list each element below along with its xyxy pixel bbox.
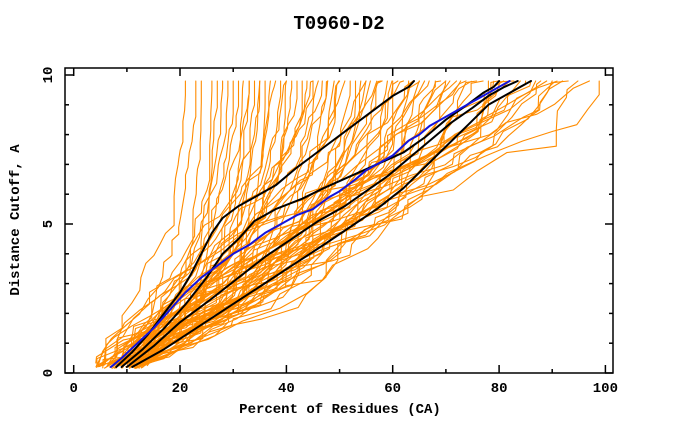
ensemble-curve [136, 80, 600, 369]
x-tick-label: 40 [278, 381, 295, 397]
ensemble-curve [135, 80, 234, 366]
y-axis-title: Distance Cutoff, A [8, 144, 24, 296]
highlight-model-black-4-curve [131, 80, 532, 368]
ensemble-curve [137, 80, 590, 364]
ensemble-curve [122, 80, 329, 369]
chart-title: T0960-D2 [293, 13, 385, 35]
ensemble-curve [132, 80, 542, 368]
x-tick-label: 60 [384, 381, 401, 397]
ensemble-curve [97, 80, 197, 367]
ensemble-curve [122, 80, 213, 368]
y-tick-label: 0 [41, 369, 57, 377]
ensemble-curve [138, 80, 558, 369]
x-tick-label: 20 [172, 381, 189, 397]
x-tick-label: 80 [491, 381, 508, 397]
x-axis-title: Percent of Residues (CA) [239, 402, 441, 418]
highlight-model-blue-curve [109, 80, 511, 368]
ensemble-curve [106, 80, 314, 367]
ensemble-curve [104, 80, 186, 365]
ensemble-curve [109, 80, 537, 368]
ensemble-curve [107, 80, 314, 366]
ensemble-curve [128, 80, 579, 364]
ensemble-curve [109, 80, 224, 368]
x-tick-label: 100 [593, 381, 618, 397]
ensemble-curve [111, 80, 462, 367]
ensemble-curve [115, 80, 250, 369]
ensemble-curve [133, 80, 399, 369]
ensemble-curve [126, 80, 244, 364]
ensemble-curve [99, 80, 569, 367]
ensemble-curve [128, 80, 266, 365]
highlight-model-black-3-curve [125, 80, 519, 368]
y-tick-label: 5 [41, 220, 57, 228]
x-tick-label: 0 [69, 381, 77, 397]
y-tick-label: 10 [41, 67, 57, 84]
highlight-model-black-1-curve [115, 80, 415, 368]
